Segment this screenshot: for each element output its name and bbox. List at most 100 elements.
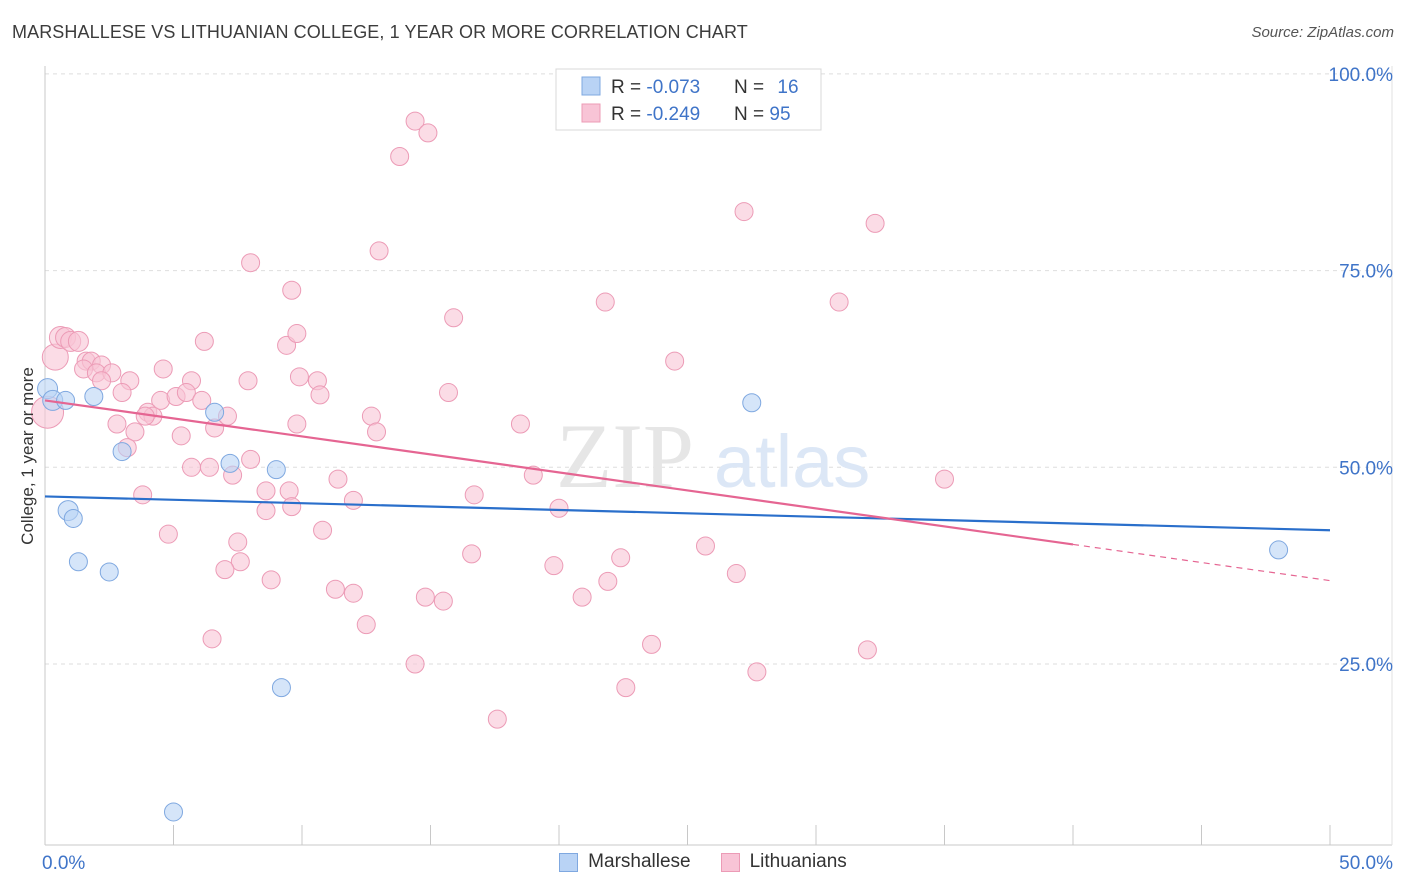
lithuanians-point [390,146,410,166]
lithuanians-point [256,481,276,501]
lithuanians-point [695,536,715,556]
legend-item-lithuanians[interactable]: Lithuanians [720,851,847,873]
watermark-atlas: atlas [714,420,870,503]
marshallese-point [266,460,286,480]
lithuanians-point [230,552,250,572]
lithuanians-point [642,634,662,654]
legend-swatch-pink [581,103,601,123]
legend-label-marshallese: Marshallese [588,851,691,872]
svg-text:R = -0.073: R = -0.073 [611,77,700,98]
lithuanians-point [241,449,261,469]
lithuanians-point [192,390,212,410]
marshallese-point [205,402,225,422]
lithuanians-point [356,615,376,635]
lithuanians-point [238,371,258,391]
legend-r-label-blue: R = [611,77,646,98]
lithuanians-point [405,111,425,131]
lithuanians-point [125,422,145,442]
legend-n-value-pink: 95 [769,104,790,125]
lithuanians-trend-extension [1072,543,1331,582]
y-tick-label: 100.0% [1329,65,1394,86]
lithuanians-point [158,524,178,544]
watermark-zip: ZIP [556,405,694,507]
lithuanians-swatch [720,852,740,872]
lithuanians-point [415,587,435,607]
lithuanians-point [462,544,482,564]
lithuanians-point [405,654,425,674]
axes [44,66,1393,846]
lithuanians-point [289,367,309,387]
lithuanians-point [325,579,345,599]
lithuanians-point [361,406,381,426]
lithuanians-point [133,485,153,505]
lithuanians-point [865,213,885,233]
marshallese-trend-line [44,495,1331,532]
lithuanians-point [665,351,685,371]
lithuanians-point [228,532,248,552]
lithuanians-point [343,583,363,603]
lithuanians-point [92,371,112,391]
lithuanians-point [433,591,453,611]
lithuanians-point [112,383,132,403]
lithuanians-point [464,485,484,505]
lithuanians-point [418,123,438,143]
correlation-legend: R = -0.073 N = 16 R = -0.249 N = 95 [555,68,822,131]
lithuanians-point [598,571,618,591]
marshallese-point [63,508,83,528]
lithuanians-point [279,481,299,501]
tick-labels: 25.0% 50.0% 75.0% 100.0% 0.0% 50.0% [42,65,1393,874]
marshallese-point [1269,540,1289,560]
legend-item-marshallese[interactable]: Marshallese [559,851,691,873]
y-tick-label: 75.0% [1339,262,1393,283]
lithuanians-point [171,426,191,446]
lithuanians-point [202,629,222,649]
lithuanians-point [549,498,569,518]
y-tick-label: 25.0% [1339,655,1393,676]
legend-r-label-pink: R = [611,104,646,125]
lithuanians-point [181,457,201,477]
x-tick-label-min: 0.0% [42,853,85,874]
marshallese-point [56,390,76,410]
lithuanians-point [367,422,387,442]
legend-n-label-blue: N = [734,77,769,98]
lithuanians-point [241,253,261,273]
lithuanians-point [343,490,363,510]
lithuanians-point [523,465,543,485]
y-axis-label: College, 1 year or more [18,367,37,545]
source-credit: Source: ZipAtlas.com [1251,24,1394,41]
lithuanians-point [328,469,348,489]
lithuanians-point [153,359,173,379]
marshallese-point [112,442,132,462]
marshallese-point [99,562,119,582]
legend-n-value-blue: 16 [777,77,798,98]
lithuanians-point [726,564,746,584]
lithuanians-point [256,501,276,521]
y-tick-label: 50.0% [1339,458,1393,479]
lithuanians-point [611,548,631,568]
lithuanians-point [487,709,507,729]
marshallese-point [164,802,183,822]
legend-r-value-pink: -0.249 [646,104,700,125]
lithuanians-point [734,202,754,222]
lithuanians-point [572,587,592,607]
marshallese-point [271,678,291,698]
lithuanians-trend-line [44,399,1074,546]
lithuanians-point [510,414,530,434]
lithuanians-point [287,414,307,434]
lithuanians-point [107,414,127,434]
lithuanians-point [310,385,330,405]
lithuanians-point [282,497,302,517]
lithuanians-point [438,383,458,403]
watermark: ZIP atlas [556,405,870,507]
lithuanians-point [444,308,464,328]
lithuanians-point [67,330,89,352]
lithuanians-point [747,662,767,682]
svg-text:R = -0.249: R = -0.249 [611,104,700,125]
marshallese-point [220,453,240,473]
legend-label-lithuanians: Lithuanians [749,851,847,872]
lithuanians-point [215,560,235,580]
trend-lines [44,399,1331,582]
lithuanians-point [176,383,196,403]
x-tick-label-max: 50.0% [1339,853,1393,874]
lithuanians-point [287,324,307,344]
